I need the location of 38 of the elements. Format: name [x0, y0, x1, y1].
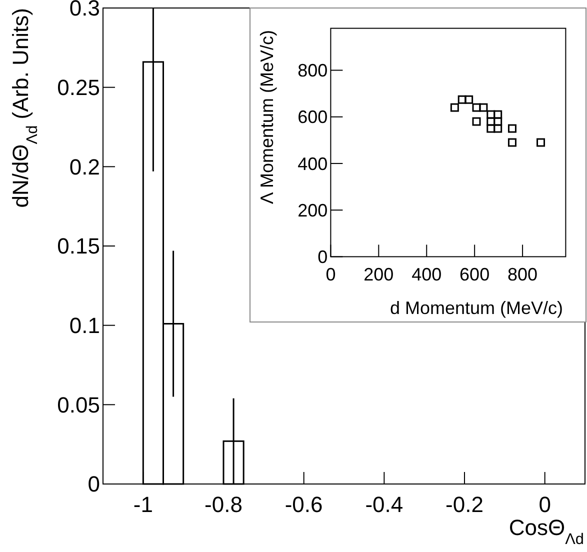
point: [464, 95, 474, 104]
y-tick-label: 600: [298, 107, 328, 128]
x-tick-label: 600: [460, 264, 490, 285]
point: [508, 138, 516, 147]
y-tick-label: 0.15: [57, 234, 100, 259]
point: [536, 138, 546, 147]
y-axis-title: Λ Momentum (MeV/c): [257, 30, 277, 204]
x-tick-label: -0.2: [446, 492, 484, 517]
x-tick-label: 800: [508, 264, 538, 285]
y-tick-label: 0.25: [57, 75, 100, 100]
x-tick-label: -0.6: [284, 492, 323, 517]
point: [486, 110, 496, 119]
x-axis-title: d Momentum (MeV/c): [390, 298, 563, 318]
y-tick-label: 0.1: [69, 313, 100, 338]
x-tick-label: 200: [364, 264, 394, 285]
point: [494, 110, 502, 119]
y-tick-label: 400: [298, 154, 328, 174]
x-tick-label: 0: [538, 492, 551, 517]
y-tick-label: 0.05: [57, 392, 100, 418]
point: [486, 124, 496, 133]
y-tick-label: 200: [298, 200, 328, 220]
x-tick-label: -0.4: [365, 492, 404, 517]
y-tick-label: 800: [298, 60, 328, 81]
point: [472, 117, 481, 126]
y-tick-label: 0: [88, 472, 100, 497]
y-tick-label: 0: [318, 247, 328, 267]
x-axis-title: CosΘ$_{Λd}$: [508, 515, 584, 548]
point: [479, 103, 488, 112]
x-tick-label: 400: [412, 264, 442, 285]
point: [508, 124, 516, 133]
x-tick-label: -0.8: [204, 492, 242, 517]
x-tick-label: -1: [133, 492, 153, 517]
point: [494, 124, 502, 133]
point: [450, 103, 459, 112]
y-tick-label: 0.3: [69, 0, 100, 21]
point: [458, 95, 466, 104]
y-tick-label: 0.2: [69, 154, 100, 180]
point: [472, 103, 481, 112]
